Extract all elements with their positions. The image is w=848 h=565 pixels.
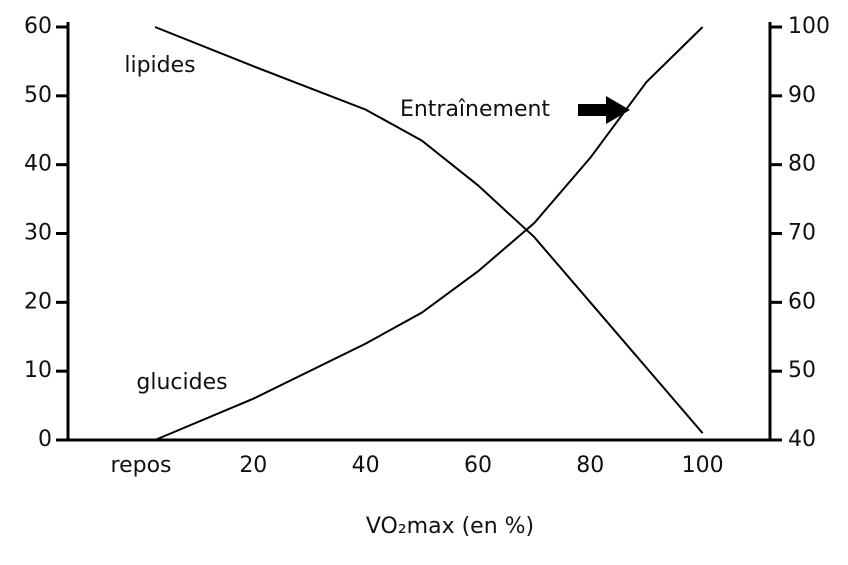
x-tick-label: 60 — [464, 453, 492, 478]
series-label: lipides — [124, 53, 195, 78]
line — [154, 26, 704, 434]
y-tick-label: 60 — [24, 14, 52, 39]
y-tick-label: 10 — [24, 358, 52, 383]
y2-tick-label: 40 — [788, 427, 816, 452]
y2-tick-label: 90 — [788, 83, 816, 108]
annotation-arrow — [578, 96, 630, 124]
y2-tick-label: 80 — [788, 152, 816, 177]
x-tick-label: 40 — [352, 453, 380, 478]
y2-tick-label: 60 — [788, 289, 816, 314]
x-tick-label: 80 — [576, 453, 604, 478]
x-tick-label: 20 — [239, 453, 267, 478]
series-label: glucides — [136, 370, 227, 395]
annotation: Entraînement — [400, 97, 550, 122]
y-tick-label: 30 — [24, 221, 52, 246]
y2-tick-label: 70 — [788, 221, 816, 246]
y-tick-label: 20 — [24, 289, 52, 314]
y-tick-label: 40 — [24, 152, 52, 177]
x-axis-title: VO₂max (en %) — [366, 514, 534, 539]
y2-tick-label: 100 — [788, 14, 830, 39]
y-tick-label: 50 — [24, 83, 52, 108]
x-tick-label: repos — [111, 453, 172, 478]
y2-tick-label: 50 — [788, 358, 816, 383]
x-tick-label: 100 — [682, 453, 724, 478]
line — [154, 26, 704, 441]
y-tick-label: 0 — [38, 427, 52, 452]
